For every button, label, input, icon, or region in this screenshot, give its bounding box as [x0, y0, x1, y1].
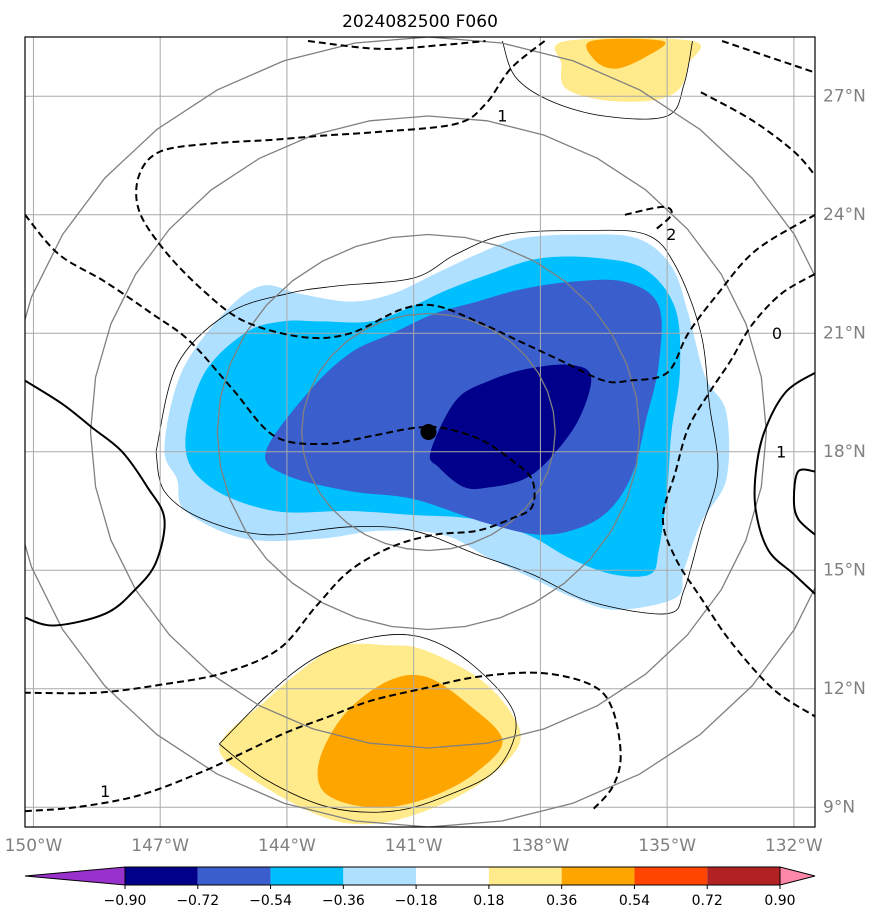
colorbar-frame	[124, 866, 781, 886]
range-ring-3	[25, 37, 815, 827]
y-tick-label-0: 9°N	[823, 797, 855, 817]
x-tick-label-1: 147°W	[131, 836, 189, 856]
y-tick-label-4: 21°N	[823, 323, 866, 343]
contour-line-2	[792, 468, 815, 536]
y-tick-label-3: 18°N	[823, 442, 866, 462]
contour-line-0	[25, 379, 166, 627]
axis-tick-labels: 150°W 147°W 144°W 141°W 138°W 135°W 132°W9°N12…	[5, 86, 866, 856]
shaded-region-5	[586, 38, 666, 69]
y-tick-label-5: 24°N	[823, 205, 866, 225]
colorbar-extend-max	[779, 866, 816, 886]
shaded-region-3	[429, 364, 592, 490]
y-tick-label-2: 15°N	[823, 560, 866, 580]
contour-label-2: 0	[772, 324, 782, 343]
shaded-region-7	[317, 674, 503, 808]
x-tick-label-2: 144°W	[258, 836, 316, 856]
colorbar: −0.90 −0.72 −0.54 −0.36 −0.18 0.18 0.36 0.54 0.7…	[24, 866, 816, 909]
colorbar-segment-8	[634, 867, 708, 885]
y-tick-label-6: 27°N	[823, 86, 866, 106]
contour-label-3: 1	[776, 442, 786, 461]
contour-line-9	[624, 205, 673, 232]
colorbar-tick-label-3: −0.36	[322, 893, 365, 909]
colorbar-tick-label-2: −0.54	[249, 893, 292, 909]
colorbar-segment-3	[270, 867, 344, 885]
range-ring-2	[89, 115, 768, 749]
map-plot-area: 1 2 0 1 1	[25, 37, 815, 827]
chart-title: 2024082500 F060	[342, 12, 498, 32]
contour-line-4	[25, 671, 622, 813]
colorbar-tick-label-9: 0.90	[764, 893, 795, 909]
contour-line-10	[661, 273, 815, 718]
x-tick-label-0: 150°W	[5, 836, 63, 856]
colorbar-segment-7	[561, 867, 635, 885]
colorbar-segment-4	[343, 867, 417, 885]
contour-line-8	[700, 91, 815, 176]
x-tick-label-6: 132°W	[765, 836, 823, 856]
colorbar-tick-label-1: −0.72	[176, 893, 219, 909]
x-tick-label-5: 135°W	[638, 836, 696, 856]
colorbar-tick-label-5: 0.18	[473, 893, 504, 909]
colorbar-tick-label-0: −0.90	[104, 893, 147, 909]
x-tick-label-3: 141°W	[385, 836, 443, 856]
colorbar-tick-label-7: 0.54	[619, 893, 650, 909]
colorbar-segment-2	[197, 867, 271, 885]
contour-label-0: 1	[497, 107, 507, 126]
contour-line-6	[307, 40, 486, 50]
colorbar-tick-label-6: 0.36	[546, 893, 577, 909]
range-ring-1	[216, 233, 641, 631]
contour-line-7	[721, 40, 815, 74]
colorbar-tick-label-8: 0.72	[692, 893, 723, 909]
range-ring-0	[301, 312, 556, 552]
contour-label-1: 2	[666, 225, 676, 244]
x-tick-label-4: 138°W	[512, 836, 570, 856]
storm-center-marker	[420, 424, 437, 440]
colorbar-segment-1	[125, 867, 198, 885]
colorbar-segment-9	[707, 867, 780, 885]
map-frame	[24, 36, 816, 828]
contour-label-4: 1	[100, 782, 110, 801]
colorbar-extend-min	[24, 866, 126, 886]
colorbar-segment-5	[416, 867, 489, 885]
colorbar-tick-label-4: −0.18	[395, 893, 438, 909]
contour-line-1	[753, 371, 815, 595]
y-tick-label-1: 12°N	[823, 679, 866, 699]
contour-line-5	[135, 40, 815, 384]
outline-line-1	[502, 40, 693, 120]
outline-line-0	[155, 229, 719, 615]
colorbar-segment-6	[488, 867, 562, 885]
